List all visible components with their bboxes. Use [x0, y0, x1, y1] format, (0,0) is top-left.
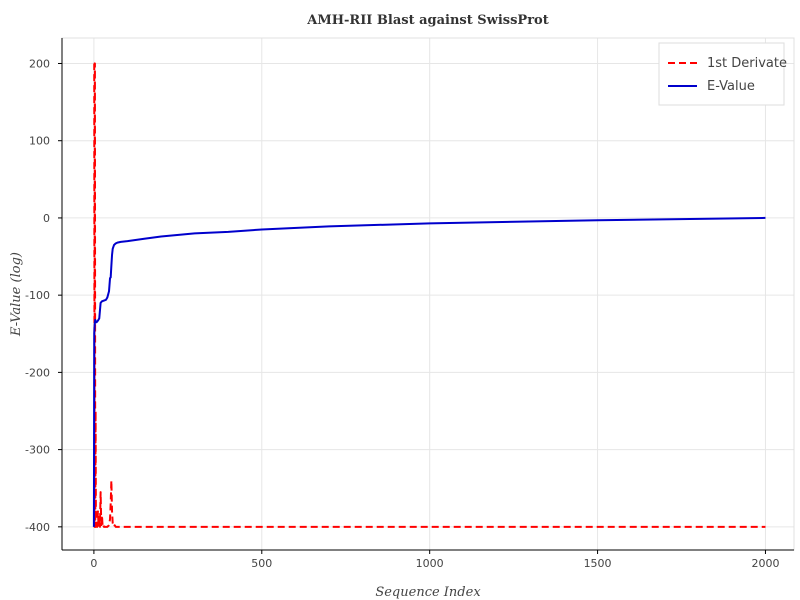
series-line-evalue [92, 216, 766, 527]
y-tick-label: -100 [25, 289, 50, 302]
tick-labels: 0 500 1000 1500 2000 -400 -300 -200 -100 0 100 200 [25, 57, 779, 570]
y-tick-label: -300 [25, 444, 50, 457]
axes [58, 38, 794, 554]
legend-label-derivative: 1st Derivate [707, 56, 787, 71]
y-tick-label: 0 [43, 212, 50, 225]
y-tick-label: 200 [29, 57, 50, 70]
y-axis-label: E-Value (log) [9, 252, 24, 337]
y-tick-label: 100 [29, 135, 50, 148]
x-tick-label: 0 [90, 557, 97, 570]
x-tick-label: 1000 [416, 557, 444, 570]
x-axis-label: Sequence Index [375, 585, 481, 600]
legend-box [658, 42, 785, 106]
plot-frame [61, 37, 795, 551]
chart-title: AMH-RII Blast against SwissProt [306, 13, 548, 28]
legend: 1st Derivate E-Value [658, 42, 787, 106]
grid [62, 38, 794, 550]
x-tick-label: 1500 [584, 557, 612, 570]
legend-label-evalue: E-Value [707, 79, 755, 94]
x-tick-label: 2000 [751, 557, 779, 570]
y-tick-label: -200 [25, 366, 50, 379]
x-tick-label: 500 [251, 557, 272, 570]
series-line-derivative [93, 62, 766, 528]
y-tick-label: -400 [25, 521, 50, 534]
series-layer [92, 62, 766, 528]
